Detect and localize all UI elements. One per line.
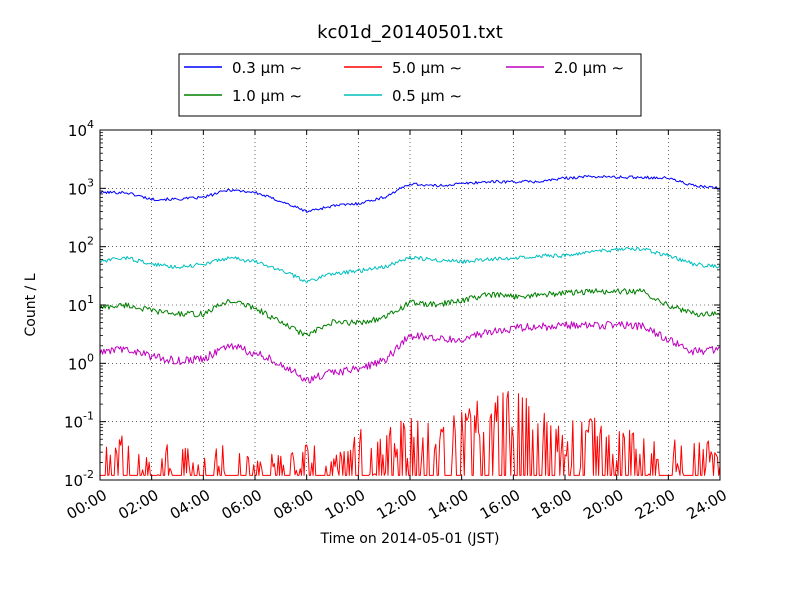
series-line bbox=[99, 288, 721, 337]
legend-label: 0.5 μm ∼ bbox=[392, 87, 462, 105]
series-line bbox=[99, 175, 721, 213]
series-line bbox=[99, 246, 721, 284]
legend-label: 0.3 μm ∼ bbox=[232, 59, 302, 77]
legend-label: 5.0 μm ∼ bbox=[392, 59, 462, 77]
y-tick-label: 103 bbox=[68, 176, 94, 198]
legend-frame bbox=[178, 53, 642, 117]
series-line bbox=[99, 320, 721, 384]
y-tick-label: 102 bbox=[68, 235, 94, 257]
legend: 0.3 μm ∼ 1.0 μm ∼ 5.0 μm ∼ 0.5 μm ∼ 2.0 μm ∼ bbox=[178, 53, 642, 117]
y-tick-label: 100 bbox=[68, 351, 94, 373]
y-tick-label: 10-2 bbox=[64, 468, 94, 490]
y-axis-label: Count / L bbox=[23, 273, 39, 336]
grid bbox=[100, 130, 720, 480]
y-axis: 10-2 10-1 100 101 102 103 104 bbox=[64, 118, 720, 490]
x-axis-label: Time on 2014-05-01 (JST) bbox=[320, 531, 500, 547]
chart-title: kc01d_20140501.txt bbox=[317, 22, 503, 43]
legend-label: 1.0 μm ∼ bbox=[232, 87, 302, 105]
y-tick-label: 101 bbox=[68, 293, 94, 315]
legend-label: 2.0 μm ∼ bbox=[554, 59, 624, 77]
y-tick-label: 10-1 bbox=[64, 410, 94, 432]
series-layer bbox=[99, 175, 721, 476]
y-tick-label: 104 bbox=[68, 118, 94, 140]
